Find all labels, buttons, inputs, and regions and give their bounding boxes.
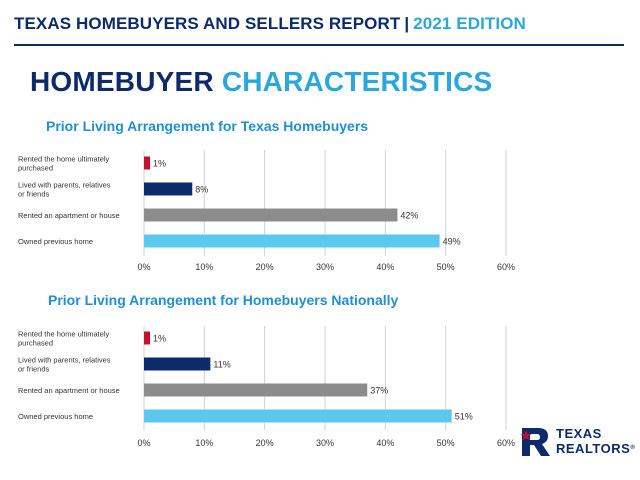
x-tick-label: 40% <box>376 262 394 272</box>
header-rule <box>14 44 624 46</box>
x-tick-label: 20% <box>256 438 274 448</box>
x-tick-label: 60% <box>497 262 515 272</box>
bar-value-label: 37% <box>370 386 388 396</box>
texas-realtors-logo-icon <box>520 428 550 456</box>
bar-value-label: 8% <box>195 185 208 195</box>
category-label: Owned previous home <box>18 237 93 246</box>
bar <box>144 156 151 170</box>
x-tick-label: 40% <box>376 438 394 448</box>
logo-trademark: ® <box>630 445 636 451</box>
logo-line1: TEXAS <box>556 426 602 441</box>
report-edition: 2021 EDITION <box>413 14 526 33</box>
report-header: TEXAS HOMEBUYERS AND SELLERS REPORT | 2021… <box>14 14 624 34</box>
x-tick-label: 20% <box>256 262 274 272</box>
x-tick-label: 60% <box>497 438 515 448</box>
bar-value-label: 49% <box>443 237 461 247</box>
x-tick-label: 0% <box>137 262 150 272</box>
category-label: Owned previous home <box>18 412 93 421</box>
x-tick-label: 30% <box>316 262 334 272</box>
section-title: HOMEBUYER CHARACTERISTICS <box>30 66 492 98</box>
header-separator: | <box>404 14 410 33</box>
category-label: Lived with parents, relatives or friends <box>18 181 111 199</box>
bar <box>144 208 398 222</box>
bar <box>144 234 440 248</box>
texas-realtors-logo: TEXAS REALTORS® <box>520 424 635 464</box>
bar-value-label: 11% <box>213 360 230 370</box>
section-title-part1: HOMEBUYER <box>30 66 214 97</box>
bar-value-label: 51% <box>455 412 473 422</box>
section-title-part2: CHARACTERISTICS <box>221 66 493 97</box>
bar <box>144 182 193 196</box>
x-tick-label: 10% <box>195 262 213 272</box>
category-label: Rented the home ultimately purchased <box>18 330 110 348</box>
x-tick-label: 50% <box>437 262 455 272</box>
category-label: Lived with parents, relatives or friends <box>18 356 111 374</box>
bar <box>144 409 452 423</box>
bar-value-label: 1% <box>153 159 166 169</box>
category-label: Rented an apartment or house <box>18 211 120 220</box>
logo-line2: REALTORS <box>556 441 631 456</box>
x-tick-label: 50% <box>437 438 455 448</box>
logo-text: TEXAS REALTORS® <box>556 426 635 456</box>
category-label: Rented an apartment or house <box>18 386 120 395</box>
x-tick-label: 0% <box>137 438 150 448</box>
bar <box>144 357 211 371</box>
category-label: Rented the home ultimately purchased <box>18 155 110 173</box>
x-tick-label: 30% <box>316 438 334 448</box>
report-title: TEXAS HOMEBUYERS AND SELLERS REPORT <box>14 14 401 33</box>
x-tick-label: 10% <box>195 438 213 448</box>
chart-title-texas: Prior Living Arrangement for Texas Homeb… <box>46 118 369 134</box>
bar-value-label: 42% <box>400 211 418 221</box>
bar <box>144 383 368 397</box>
bar-value-label: 1% <box>153 334 166 344</box>
bar <box>144 331 151 345</box>
chart-title-national: Prior Living Arrangement for Homebuyers … <box>48 292 399 308</box>
